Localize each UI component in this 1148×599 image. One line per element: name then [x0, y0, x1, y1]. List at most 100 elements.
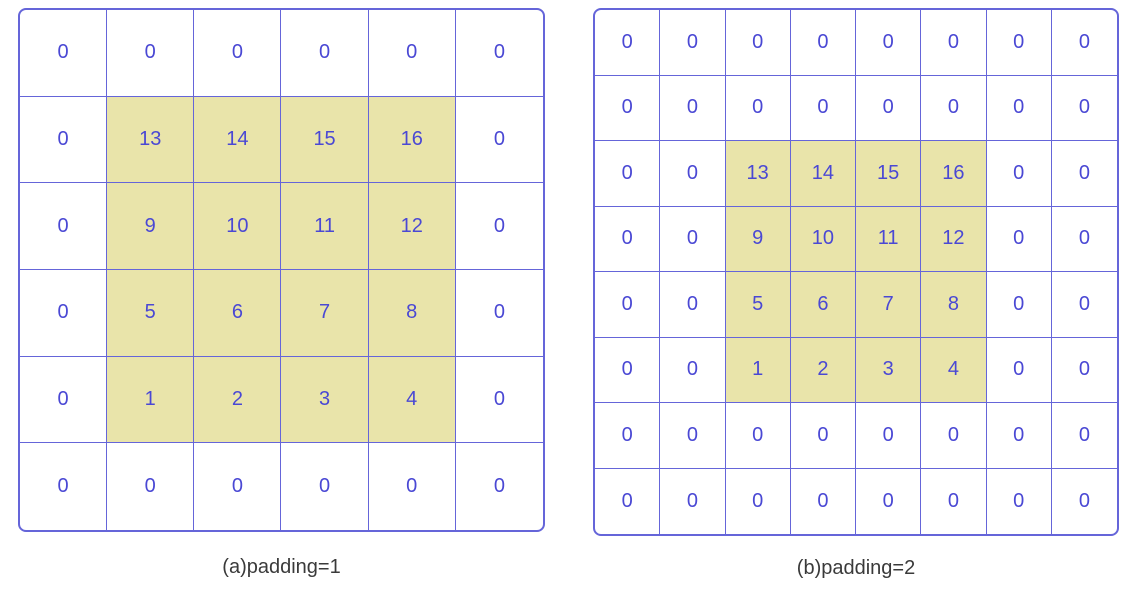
grid-cell: 12	[368, 183, 456, 270]
grid-cell: 11	[281, 183, 369, 270]
grid-cell: 0	[660, 337, 726, 403]
grid-cell: 14	[790, 141, 856, 207]
grid-cell: 2	[790, 337, 856, 403]
grid-cell: 0	[20, 183, 108, 270]
grid-cell: 0	[595, 75, 661, 141]
grid-cell: 0	[455, 97, 543, 184]
grid-cell: 6	[194, 269, 282, 357]
grid-cell: 0	[660, 468, 726, 534]
grid-cell: 10	[790, 206, 856, 272]
grid-cell: 15	[856, 141, 922, 207]
grid-cell: 0	[595, 403, 661, 469]
grid-cell: 0	[986, 206, 1052, 272]
grid-cell: 0	[921, 10, 987, 76]
grid-cell: 0	[1051, 10, 1117, 76]
grid-cell: 0	[856, 468, 922, 534]
grid-cell: 0	[455, 183, 543, 270]
grid-cell: 0	[921, 75, 987, 141]
grid-cell: 0	[595, 337, 661, 403]
grid-cell: 0	[986, 272, 1052, 338]
grid-cell: 13	[107, 96, 195, 184]
grid-cell: 0	[20, 269, 108, 357]
grid-cell: 0	[986, 403, 1052, 469]
grid-cell: 0	[726, 468, 791, 534]
grid-cell: 1	[725, 337, 791, 403]
grid-cell: 0	[368, 10, 456, 97]
grid-cell: 0	[107, 10, 195, 97]
grid-cell: 4	[368, 356, 456, 444]
grid-cell: 0	[986, 141, 1052, 207]
grid-cell: 0	[455, 357, 543, 444]
grid-cell: 0	[791, 468, 856, 534]
grid-cell: 0	[107, 443, 195, 530]
grid-cell: 0	[281, 10, 369, 97]
grid-cell: 0	[856, 403, 922, 469]
grid-cell: 0	[660, 272, 726, 338]
grid-cell: 2	[194, 356, 282, 444]
grid-cell: 0	[986, 75, 1052, 141]
grid-cell: 0	[1051, 338, 1117, 403]
grid-cell: 8	[368, 269, 456, 357]
grid-cell: 0	[595, 272, 661, 338]
grid-cell: 0	[281, 443, 369, 530]
grid-cell: 0	[987, 468, 1052, 534]
grid-cell: 0	[194, 443, 282, 530]
grid-cell: 0	[725, 75, 791, 141]
grid-cell: 0	[1051, 272, 1117, 338]
grid-cell: 0	[921, 468, 987, 534]
grid-cell: 0	[1051, 403, 1117, 469]
grid-cell: 7	[856, 272, 922, 338]
grid-cell: 0	[1051, 207, 1117, 272]
grid-cell: 9	[725, 206, 791, 272]
grid-cell: 0	[921, 403, 987, 469]
grid-cell: 0	[660, 206, 726, 272]
grid-cell: 0	[369, 443, 456, 530]
grid-cell: 8	[921, 272, 987, 338]
panel-padding-1: 0 0 0 0 0 0 0 13 14 15 16 0 0 9 10 11 12 0 0 5 6 7 8 0 0 1 2 3 4 0 0 0 0…	[18, 8, 545, 580]
grid-cell: 0	[194, 10, 282, 97]
grid-cell: 0	[660, 141, 726, 207]
grid-cell: 0	[790, 10, 856, 76]
grid-cell: 0	[1051, 76, 1117, 141]
grid-cell: 6	[790, 272, 856, 338]
grid-cell: 0	[20, 96, 108, 184]
grid-cell: 13	[725, 141, 791, 207]
grid-cell: 14	[194, 96, 282, 184]
grid-cell: 9	[107, 183, 195, 270]
grid-cell: 3	[281, 356, 369, 444]
grid-cell: 1	[107, 356, 195, 444]
panel-padding-2: 0 0 0 0 0 0 0 0 0 0 0 0 0 0 0 0 0 0 13 14 15 16 0 0 0 0 9 10 11 12 0 0 0…	[593, 8, 1119, 580]
grid-cell: 7	[281, 269, 369, 357]
grid-cell: 0	[595, 10, 661, 76]
grid-cell: 15	[281, 96, 369, 184]
caption-padding-1: (a)padding=1	[222, 556, 341, 578]
grid-cell: 3	[856, 337, 922, 403]
grid-cell: 4	[921, 337, 987, 403]
grid-cell: 5	[725, 272, 791, 338]
grid-cell: 0	[595, 206, 661, 272]
grid-cell: 0	[1051, 141, 1117, 207]
grid-cell: 0	[725, 10, 791, 76]
grid-cell: 0	[725, 403, 791, 469]
caption-padding-2: (b)padding=2	[796, 557, 916, 579]
grid-cell: 16	[368, 96, 456, 184]
grid-cell: 0	[455, 10, 543, 97]
grid-cell: 12	[921, 206, 987, 272]
grid-cell: 0	[20, 443, 108, 530]
grid-cell: 0	[595, 141, 661, 207]
grid-padding-1: 0 0 0 0 0 0 0 13 14 15 16 0 0 9 10 11 12 0 0 5 6 7 8 0 0 1 2 3 4 0 0 0 0…	[18, 8, 545, 532]
grid-cell: 0	[455, 270, 543, 357]
grid-cell: 11	[856, 206, 922, 272]
grid-cell: 10	[194, 183, 282, 270]
grid-cell: 0	[20, 356, 108, 444]
grid-cell: 0	[790, 75, 856, 141]
grid-cell: 0	[493, 475, 505, 498]
grid-cell: 0	[660, 10, 726, 76]
grid-cell: 0	[856, 75, 922, 141]
figure-canvas: 0 0 0 0 0 0 0 13 14 15 16 0 0 9 10 11 12 0 0 5 6 7 8 0 0 1 2 3 4 0 0 0 0…	[18, 8, 1119, 580]
grid-cell: 0	[660, 403, 726, 469]
grid-padding-2: 0 0 0 0 0 0 0 0 0 0 0 0 0 0 0 0 0 0 13 14 15 16 0 0 0 0 9 10 11 12 0 0 0…	[593, 8, 1119, 536]
grid-cell: 16	[921, 141, 987, 207]
grid-cell: 0	[20, 10, 108, 97]
grid-cell: 0	[1078, 489, 1090, 512]
